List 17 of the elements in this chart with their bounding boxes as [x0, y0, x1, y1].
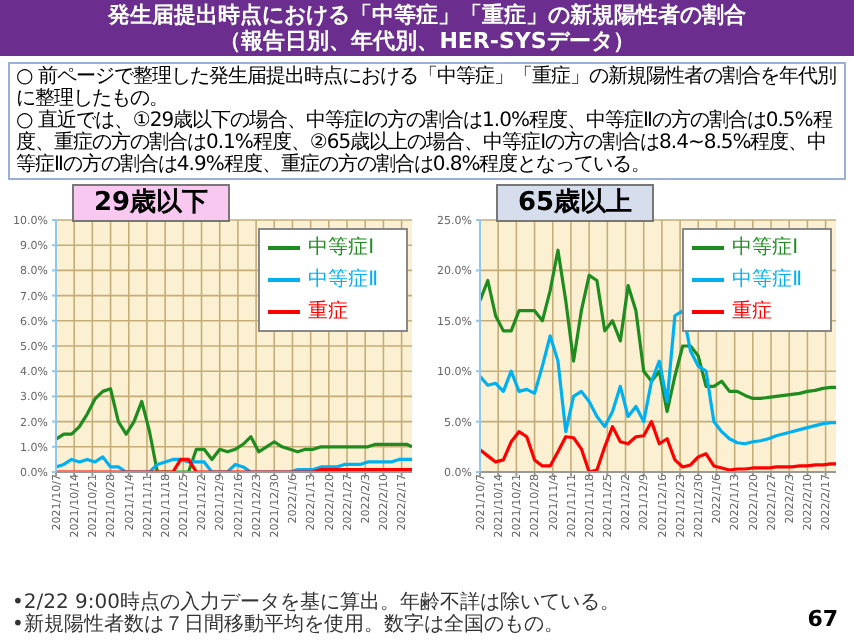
text: 67 [807, 606, 838, 632]
legend-label: 重症 [732, 301, 773, 324]
chart-title: 29歳以下 [72, 184, 231, 222]
legend-label: 中等症Ⅱ [308, 269, 378, 292]
legend-label: 重症 [308, 301, 349, 324]
legend-label: 中等症Ⅰ [308, 237, 375, 260]
legend-label: 中等症Ⅰ [732, 237, 799, 260]
chart-title: 65歳以上 [496, 184, 655, 222]
text: •2/22 9:00時点の入力データを基に算出。年齢不詳は除いている。 [12, 592, 620, 614]
text: 発生届提出時点における「中等症」「重症」の新規陽性者の割合 [105, 2, 748, 28]
text: ○ 前ページで整理した発生届提出時点における「中等症」「重症」の新規陽性者の割合を年代別に整理したもの。 [16, 66, 838, 110]
text: （報告日別、年代別、HER-SYSデータ） [217, 28, 637, 54]
legend-label: 中等症Ⅱ [732, 269, 802, 292]
text: •新規陽性者数は７日間移動平均を使用。数字は全国のもの。 [12, 614, 566, 636]
line-series [56, 387, 412, 472]
line-series [480, 420, 836, 472]
text: ○ 直近では、①29歳以下の場合、中等症Ⅰの方の割合は1.0%程度、中等症Ⅱの方の割合は0.5%程度、重症の方の割合は0.1%程度、②65歳以上の場合、中等症Ⅰの方の割合は8.4~8.5%程度、中等症Ⅱの方の割合は4.9%程度、重症の方の割合は0.8%程度となっている。 [16, 110, 835, 176]
